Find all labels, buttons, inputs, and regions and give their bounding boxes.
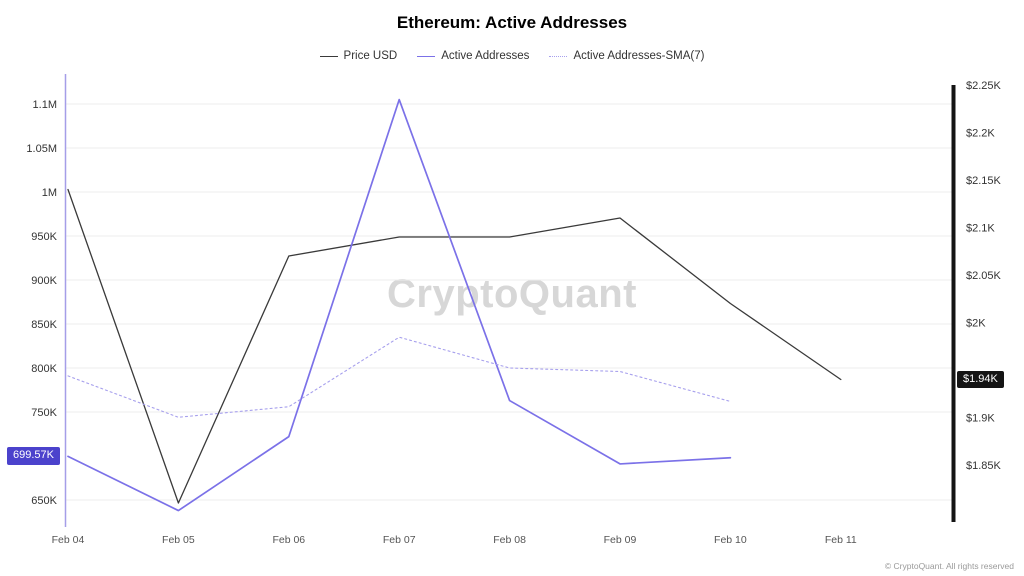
legend-label-active-addresses-sma-7: Active Addresses-SMA(7) <box>573 50 705 62</box>
left-axis-tick-label: 650K <box>31 495 57 507</box>
x-axis-tick-label: Feb 09 <box>604 534 637 546</box>
right-axis-tick-label: $2.05K <box>966 270 1002 282</box>
x-axis-tick-label: Feb 05 <box>162 534 195 546</box>
left-axis-tick-label: 950K <box>31 231 57 243</box>
legend-label-active-addresses: Active Addresses <box>441 50 530 62</box>
legend-item-price-usd[interactable]: Price USD <box>319 50 398 62</box>
left-axis-tick-label: 1.1M <box>33 99 57 111</box>
right-axis-tick-label: $2.2K <box>966 128 995 140</box>
price-current-value-badge: $1.94K <box>957 370 1004 389</box>
right-axis-tick-label: $2K <box>966 318 986 330</box>
series-line-price-usd <box>67 188 842 504</box>
watermark: CryptoQuant <box>387 272 637 316</box>
left-axis-tick-label: 1M <box>42 187 57 199</box>
right-axis-line <box>951 85 956 522</box>
legend-swatch-active-addresses-sma-7 <box>549 55 568 57</box>
x-axis-tick-label: Feb 10 <box>714 534 747 546</box>
left-axis-tick-label: 1.05M <box>26 143 57 155</box>
right-axis-tick-label: $1.85K <box>966 460 1002 472</box>
series-line-active-addresses-sma-7 <box>67 336 731 418</box>
right-axis-tick-label: $2.15K <box>966 175 1002 187</box>
legend-swatch-active-addresses <box>417 55 436 57</box>
chart-title: Ethereum: Active Addresses <box>396 13 628 32</box>
left-axis-tick-label: 750K <box>31 407 57 419</box>
left-axis-tick-label: 850K <box>31 319 57 331</box>
copyright-footer: © CryptoQuant. All rights reserved <box>884 561 1014 571</box>
right-axis-tick-label: $1.9K <box>966 413 995 425</box>
legend-item-active-addresses-sma-7[interactable]: Active Addresses-SMA(7) <box>549 50 704 62</box>
x-axis-tick-label: Feb 07 <box>383 534 416 546</box>
left-axis-tick-label: 800K <box>31 363 57 375</box>
active-addresses-current-value-badge: 699.57K <box>7 447 60 466</box>
right-axis-tick-label: $2.25K <box>966 80 1002 92</box>
x-axis-tick-label: Feb 08 <box>493 534 526 546</box>
legend-item-active-addresses[interactable]: Active Addresses <box>417 50 529 62</box>
legend-swatch-price-usd <box>319 55 338 57</box>
x-axis-tick-label: Feb 04 <box>52 534 85 546</box>
legend: Price USD Active Addresses Active Addresse… <box>0 50 1024 62</box>
x-axis-tick-label: Feb 11 <box>825 534 857 546</box>
left-axis-tick-label: 900K <box>31 275 57 287</box>
legend-label-price-usd: Price USD <box>343 50 398 62</box>
series-line-active-addresses <box>67 98 732 512</box>
x-axis-tick-label: Feb 06 <box>272 534 305 546</box>
right-axis-tick-label: $2.1K <box>966 223 995 235</box>
